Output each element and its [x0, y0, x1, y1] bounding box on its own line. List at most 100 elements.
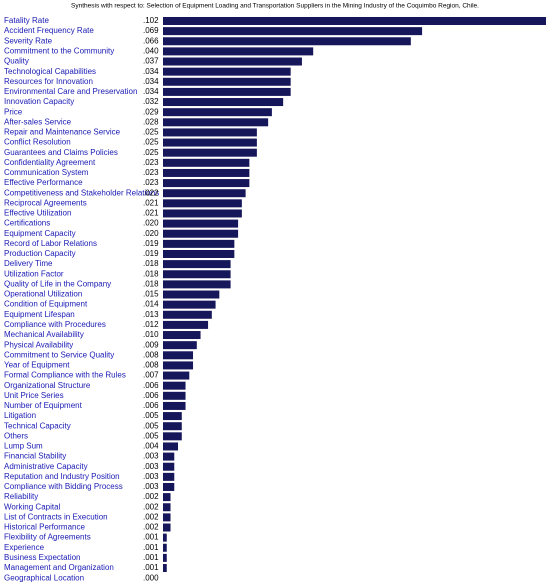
bar [163, 412, 182, 421]
category-label: List of Contracts in Execution [4, 512, 108, 521]
bar [163, 260, 231, 269]
category-label: Utilization Factor [4, 269, 64, 278]
bar [163, 57, 302, 66]
category-label: Innovation Capacity [4, 97, 74, 106]
value-label: .069 [143, 26, 159, 35]
category-label: Price [4, 107, 23, 116]
bar [163, 148, 257, 157]
category-label: Guarantees and Claims Policies [4, 148, 118, 157]
value-label: .002 [143, 512, 159, 521]
bar [163, 209, 242, 218]
value-label: .008 [143, 350, 159, 359]
category-label: Confidentiality Agreement [4, 158, 96, 167]
value-label: .020 [143, 219, 159, 228]
bar [163, 422, 182, 431]
bar [163, 168, 250, 177]
value-label: .006 [143, 401, 159, 410]
bar [163, 138, 257, 147]
category-label: Effective Utilization [4, 209, 71, 218]
value-label: .021 [143, 198, 159, 207]
category-label: Conflict Resolution [4, 138, 71, 147]
value-label: .005 [143, 421, 159, 430]
value-label: .001 [143, 543, 159, 552]
value-label: .001 [143, 533, 159, 542]
category-label: Operational Utilization [4, 290, 82, 299]
category-label: Environmental Care and Preservation [4, 87, 137, 96]
bar [163, 229, 239, 238]
value-label: .014 [143, 300, 159, 309]
bar [163, 17, 546, 25]
category-label: Year of Equipment [4, 361, 70, 370]
value-label: .003 [143, 482, 159, 491]
bar [163, 564, 167, 573]
category-label: Competitiveness and Stakeholder Relation… [4, 188, 159, 197]
bar [163, 493, 171, 502]
category-label: Formal Compliance with the Rules [4, 371, 126, 380]
value-label: .001 [143, 553, 159, 562]
value-label: .032 [143, 97, 159, 106]
value-label: .025 [143, 148, 159, 157]
value-label: .025 [143, 138, 159, 147]
value-label: .023 [143, 158, 159, 167]
category-label: Management and Organization [4, 563, 114, 572]
bar [163, 108, 272, 117]
value-label: .012 [143, 320, 159, 329]
category-label: Condition of Equipment [4, 300, 88, 309]
bar [163, 128, 257, 137]
bar [163, 179, 250, 188]
category-label: Communication System [4, 168, 89, 177]
category-label: Commitment to Service Quality [4, 350, 114, 359]
bar [163, 219, 239, 228]
value-label: .005 [143, 411, 159, 420]
bar [163, 27, 423, 36]
category-label: Certifications [4, 219, 50, 228]
bar [163, 320, 209, 329]
category-label: Delivery Time [4, 259, 53, 268]
category-label: Mechanical Availability [4, 330, 84, 339]
value-label: .037 [143, 57, 159, 66]
category-label: Reliability [4, 492, 38, 501]
bar [163, 361, 194, 370]
category-label: After-sales Service [4, 117, 72, 126]
category-label: Physical Availability [4, 340, 73, 349]
category-label: Severity Rate [4, 36, 53, 45]
bar [163, 300, 216, 309]
bar [163, 432, 182, 441]
value-label: .002 [143, 523, 159, 532]
category-label: Repair and Maintenance Service [4, 128, 121, 137]
category-label: Others [4, 431, 28, 440]
category-label: Resources for Innovation [4, 77, 93, 86]
category-label: Quality [4, 57, 29, 66]
value-label: .034 [143, 87, 159, 96]
category-label: Compliance with Bidding Process [4, 482, 123, 491]
category-label: Technical Capacity [4, 421, 71, 430]
value-label: .025 [143, 128, 159, 137]
value-label: .015 [143, 290, 159, 299]
bar [163, 331, 201, 340]
category-label: Geographical Location [4, 573, 84, 582]
category-label: Administrative Capacity [4, 462, 88, 471]
bar [163, 118, 269, 127]
category-label: Commitment to the Community [4, 46, 114, 55]
value-label: .002 [143, 492, 159, 501]
bar [163, 189, 246, 198]
bar [163, 371, 190, 380]
category-label: Litigation [4, 411, 36, 420]
bar [163, 523, 171, 532]
value-label: .013 [143, 310, 159, 319]
value-label: .029 [143, 107, 159, 116]
bar [163, 280, 231, 289]
value-label: .019 [143, 239, 159, 248]
value-label: .019 [143, 249, 159, 258]
category-label: Number of Equipment [4, 401, 83, 410]
bar [163, 401, 186, 410]
category-label: Working Capital [4, 502, 61, 511]
bar [163, 381, 186, 390]
category-label: Reciprocal Agreements [4, 198, 87, 207]
value-label: .020 [143, 229, 159, 238]
value-label: .004 [143, 442, 159, 451]
bar [163, 37, 411, 46]
value-label: .018 [143, 269, 159, 278]
bar [163, 290, 220, 299]
